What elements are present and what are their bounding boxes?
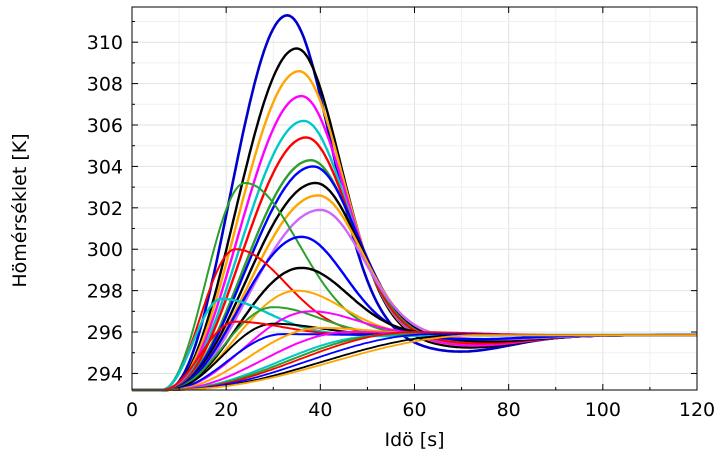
x-tick-label: 40	[308, 399, 332, 421]
y-tick-label: 294	[87, 363, 123, 385]
x-tick-label: 60	[402, 399, 426, 421]
y-tick-label: 300	[87, 239, 123, 261]
y-tick-label: 302	[87, 198, 123, 220]
y-tick-label: 304	[87, 156, 123, 178]
y-tick-label: 310	[87, 32, 123, 54]
y-tick-label: 306	[87, 115, 123, 137]
grid-lines	[131, 7, 698, 390]
y-axis-label: Hömérséklet [K]	[9, 133, 31, 287]
axis-ticks: 0 20 40 60 80 100 120 294 296 298 300 302 304 306 308 3…	[87, 7, 715, 421]
x-tick-label: 100	[585, 399, 621, 421]
y-tick-label: 308	[87, 74, 123, 96]
x-tick-label: 80	[497, 399, 521, 421]
y-tick-label: 296	[87, 322, 123, 344]
x-tick-label: 0	[126, 399, 138, 421]
x-tick-label: 120	[679, 399, 715, 421]
x-tick-label: 20	[214, 399, 238, 421]
y-tick-label: 298	[87, 281, 123, 303]
x-axis-label: Idö [s]	[384, 429, 444, 451]
